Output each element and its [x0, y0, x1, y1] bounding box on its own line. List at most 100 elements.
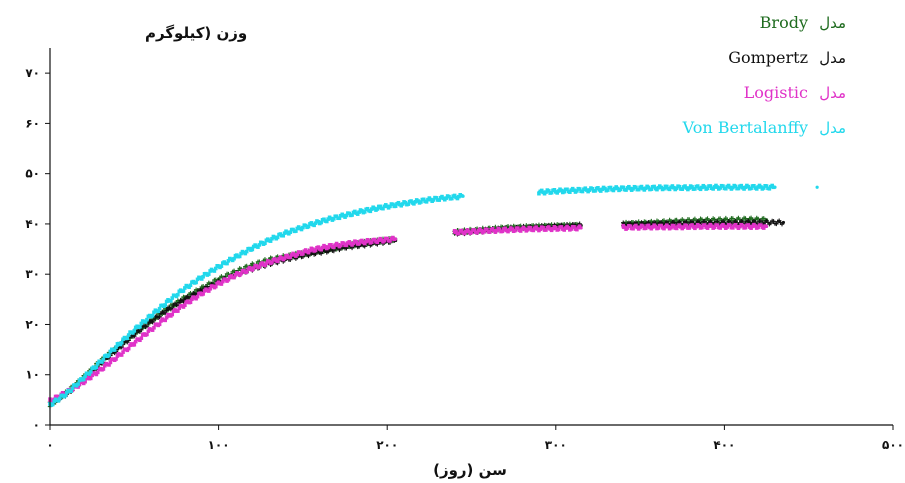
data-point — [655, 187, 659, 192]
data-point — [313, 221, 318, 225]
data-point — [646, 225, 651, 229]
data-point — [76, 382, 80, 386]
data-point — [736, 186, 741, 191]
data-point — [559, 225, 564, 229]
data-point — [666, 224, 670, 229]
data-point — [580, 189, 585, 194]
data-point — [754, 187, 759, 191]
data-point — [166, 307, 170, 311]
data-point — [108, 360, 113, 365]
data-point — [649, 187, 654, 191]
data-point — [94, 365, 99, 370]
data-point — [256, 245, 260, 249]
data-point — [462, 231, 467, 236]
data-point — [544, 228, 548, 232]
data-point — [152, 310, 156, 315]
data-point — [537, 190, 541, 194]
data-point — [714, 185, 718, 189]
data-point — [663, 186, 667, 190]
data-point — [625, 226, 630, 230]
data-point — [232, 275, 236, 280]
data-point — [539, 188, 544, 193]
data-point — [590, 186, 595, 191]
data-point — [200, 275, 204, 279]
data-point — [239, 251, 243, 256]
data-point — [674, 186, 679, 191]
data-point — [250, 266, 254, 270]
data-point — [237, 254, 242, 259]
data-point — [466, 229, 471, 234]
data-point — [469, 230, 474, 235]
data-point — [628, 224, 633, 229]
data-point — [219, 282, 224, 286]
data-point — [306, 250, 311, 255]
data-point — [506, 229, 510, 234]
data-point — [152, 325, 156, 330]
data-point — [749, 186, 753, 191]
data-point — [690, 223, 694, 227]
data-point — [437, 198, 441, 202]
data-point — [634, 185, 638, 190]
data-point — [378, 204, 382, 209]
data-point — [478, 229, 482, 233]
data-point — [114, 357, 118, 361]
data-point — [534, 225, 538, 229]
data-point — [388, 204, 392, 209]
data-point — [149, 327, 153, 332]
data-point — [146, 329, 151, 333]
x-tick-label: ۲۰۰ — [376, 438, 398, 452]
data-point — [313, 248, 318, 253]
data-point — [324, 219, 329, 224]
data-point — [608, 185, 613, 190]
data-point — [250, 246, 254, 250]
data-point — [457, 231, 461, 236]
data-point — [138, 324, 142, 329]
data-point — [724, 186, 728, 191]
data-point — [715, 219, 720, 224]
data-point — [367, 239, 371, 243]
data-point — [761, 216, 766, 221]
data-point — [434, 196, 439, 200]
data-point — [565, 187, 569, 192]
series-von-bertalanffy — [48, 183, 819, 407]
data-point — [95, 370, 100, 375]
data-point — [90, 373, 94, 378]
data-point — [365, 206, 370, 211]
data-point — [81, 377, 86, 382]
data-point — [683, 184, 687, 188]
data-point — [69, 389, 73, 393]
data-point — [726, 183, 731, 188]
data-point — [95, 361, 100, 366]
data-point — [611, 188, 616, 193]
data-point — [233, 273, 238, 277]
data-point — [298, 250, 302, 255]
data-point — [672, 225, 676, 229]
data-point — [577, 187, 582, 191]
data-point — [764, 184, 769, 188]
data-point — [343, 242, 347, 246]
data-point — [513, 228, 517, 233]
data-point — [337, 216, 342, 221]
data-point — [332, 245, 336, 250]
axes-layer — [49, 48, 893, 426]
data-point — [711, 187, 715, 191]
data-point — [285, 253, 290, 258]
data-point — [52, 399, 57, 404]
data-point — [326, 217, 330, 222]
data-point — [88, 376, 93, 381]
data-point — [641, 224, 645, 229]
data-point — [144, 324, 150, 329]
data-point — [544, 190, 548, 194]
legend-prefix: مدل — [819, 49, 846, 67]
data-point — [217, 265, 221, 269]
data-point — [166, 299, 170, 303]
data-point — [157, 306, 162, 311]
data-point — [613, 187, 617, 191]
data-point — [275, 235, 280, 240]
data-point — [781, 220, 786, 225]
data-point — [267, 238, 271, 242]
data-point — [759, 185, 763, 189]
data-point — [403, 200, 408, 205]
data-point — [400, 202, 405, 206]
x-tick-label: ۰ — [46, 438, 53, 452]
